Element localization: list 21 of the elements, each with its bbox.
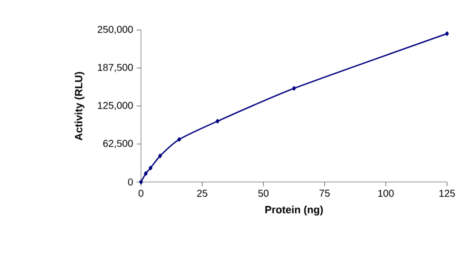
y-tick-label: 125,000 (98, 102, 133, 110)
point (144, 171, 148, 176)
y-tick-label: 187,500 (98, 64, 133, 72)
y-tick-label: 0 (128, 178, 133, 186)
x-tick-label: 25 (197, 190, 208, 197)
point (148, 166, 152, 170)
point (445, 31, 449, 36)
y-tick-label: 250,000 (98, 26, 133, 34)
point (158, 154, 162, 158)
x-axis-title: Protein (ng) (265, 206, 323, 216)
point (177, 137, 182, 142)
point (292, 86, 296, 91)
y-axis-title: Activity (RLU) (74, 72, 84, 140)
x-tick-label: 100 (378, 190, 394, 197)
x-tick-label: 75 (320, 190, 330, 197)
x-tick-label: 0 (138, 190, 144, 197)
point (139, 180, 143, 184)
y-tick-label: 62,500 (103, 140, 133, 148)
x-tick-label: 50 (258, 190, 269, 197)
x-tick-label: 125 (439, 190, 455, 197)
point (216, 118, 220, 124)
